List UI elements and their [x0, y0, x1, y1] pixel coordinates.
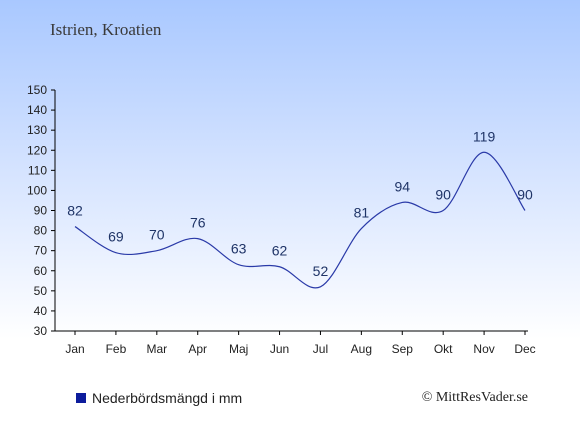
data-label: 94 [394, 178, 410, 194]
y-tick-label: 100 [27, 183, 47, 197]
x-tick-label: Feb [106, 342, 127, 356]
y-tick-label: 130 [27, 123, 47, 137]
x-tick-label: Mar [146, 342, 167, 356]
y-tick-label: 150 [27, 83, 47, 97]
data-label: 76 [190, 215, 206, 231]
y-tick-label: 80 [34, 224, 48, 238]
page-title: Istrien, Kroatien [50, 20, 162, 39]
legend: Nederbördsmängd i mm [76, 390, 242, 406]
x-tick-label: Okt [434, 342, 453, 356]
y-tick-label: 50 [34, 284, 48, 298]
x-tick-label: Nov [473, 342, 494, 356]
data-label: 82 [67, 203, 83, 219]
data-label: 90 [517, 187, 533, 203]
data-label: 70 [149, 227, 165, 243]
x-tick-label: Jul [313, 342, 328, 356]
legend-swatch [76, 393, 86, 403]
x-tick-label: Maj [229, 342, 248, 356]
y-tick-label: 70 [34, 244, 48, 258]
data-label: 52 [313, 263, 329, 279]
y-tick-label: 110 [28, 163, 47, 177]
data-label: 90 [435, 187, 451, 203]
y-tick-label: 90 [34, 204, 48, 218]
x-tick-label: Dec [514, 342, 535, 356]
x-tick-label: Apr [188, 342, 207, 356]
data-label: 81 [354, 205, 370, 221]
y-tick-label: 30 [34, 324, 48, 338]
legend-label: Nederbördsmängd i mm [92, 390, 243, 406]
data-label: 69 [108, 229, 124, 245]
x-tick-label: Jun [270, 342, 289, 356]
x-tick-label: Aug [351, 342, 372, 356]
data-label: 119 [473, 128, 496, 144]
y-tick-label: 120 [27, 143, 47, 157]
data-label: 63 [231, 241, 247, 257]
y-tick-label: 40 [34, 304, 48, 318]
y-tick-label: 60 [34, 264, 48, 278]
y-tick-label: 140 [27, 103, 47, 117]
series-line [74, 151, 526, 289]
x-tick-label: Sep [392, 342, 414, 356]
credit-text: © MittResVader.se [421, 390, 528, 405]
data-label: 62 [272, 243, 288, 259]
x-tick-label: Jan [65, 342, 84, 356]
